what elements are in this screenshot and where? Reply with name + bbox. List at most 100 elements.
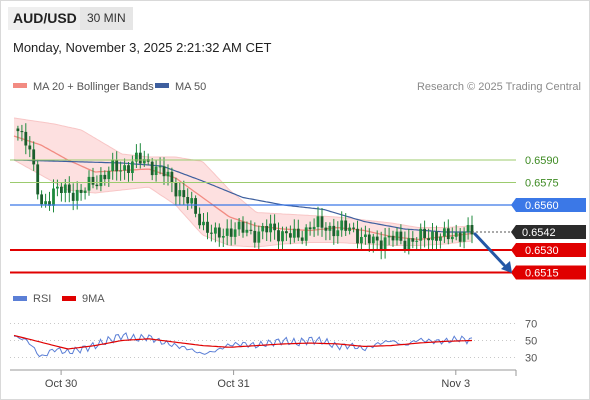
candle-body	[198, 213, 201, 226]
rsi-tick-label: 50	[525, 336, 537, 348]
candle-body	[257, 231, 261, 243]
bollinger-lower-line	[13, 159, 473, 248]
candle-body	[292, 228, 296, 238]
candle-body	[95, 184, 99, 187]
candle-body	[71, 192, 75, 201]
candle-body	[336, 230, 340, 237]
candle-body	[364, 234, 367, 237]
candle-body	[443, 228, 446, 237]
candle-body	[87, 176, 91, 191]
candle-body	[131, 161, 134, 173]
candle-body	[458, 232, 462, 242]
candle-body	[253, 230, 257, 243]
current-price-tag	[511, 225, 586, 239]
candle-body	[119, 170, 122, 172]
candle-body	[320, 216, 324, 228]
candle-body	[419, 228, 423, 241]
candle-body	[356, 228, 359, 244]
candle-body	[324, 227, 328, 231]
candle-body	[44, 201, 47, 205]
candle-body	[56, 186, 59, 189]
candle-body	[245, 229, 249, 233]
candle-body	[289, 233, 292, 238]
candle-body	[142, 159, 146, 164]
candle-body	[391, 235, 395, 241]
candle-body	[450, 236, 454, 240]
candle-body	[182, 190, 186, 198]
forecast-arrow-group	[473, 232, 512, 273]
candle-body	[99, 174, 103, 187]
instrument-label[interactable]: AUD/USD	[8, 7, 82, 30]
candle-body	[312, 226, 316, 230]
candle-body	[202, 221, 205, 226]
candle-body	[360, 237, 363, 244]
candle-body	[237, 221, 241, 230]
candle-body	[214, 227, 217, 234]
candle-body	[83, 190, 87, 193]
candle-body	[316, 216, 320, 227]
candle-body	[75, 189, 79, 201]
candle-body	[20, 131, 24, 133]
x-tick-label: Oct 31	[217, 378, 249, 390]
candle-body	[186, 197, 190, 204]
support-label: 0.6515	[525, 268, 559, 280]
candle-body	[28, 145, 32, 150]
candle-body	[435, 231, 438, 241]
candle-body	[470, 225, 474, 235]
candle-body	[344, 220, 348, 231]
support-tag	[511, 265, 586, 280]
candle-body	[375, 236, 379, 241]
candle-body	[16, 128, 20, 132]
candle-body	[454, 232, 458, 237]
candle-body	[217, 227, 221, 238]
candle-body	[48, 201, 51, 206]
candle-body	[111, 160, 115, 172]
candle-body	[249, 229, 253, 231]
ma50-legend-label: MA 50	[175, 81, 206, 93]
candle-body	[328, 225, 332, 231]
candle-body	[103, 174, 107, 180]
candle-body	[107, 171, 111, 180]
candle-body	[206, 221, 209, 233]
candle-body	[154, 166, 158, 175]
rsi-tick-label: 30	[525, 353, 537, 365]
timeframe-badge[interactable]: 30 MIN	[80, 7, 133, 30]
price-plot	[13, 117, 474, 260]
candle-body	[285, 231, 288, 234]
candle-body	[190, 198, 194, 204]
candle-body	[446, 228, 450, 240]
rsi-ma-legend-swatch	[62, 296, 76, 301]
ma50-legend-swatch	[155, 83, 169, 88]
candle-body	[79, 189, 83, 193]
candle-body	[411, 238, 415, 242]
candle-body	[352, 227, 355, 229]
rsi-legend-label: RSI	[33, 293, 51, 305]
resistance-label: 0.6575	[525, 178, 559, 190]
candle-body	[138, 152, 142, 164]
x-tick-label: Nov 3	[441, 378, 470, 390]
x-axis-ticks: Oct 30 Oct 31 Nov 3	[45, 370, 470, 390]
resistance-label: 0.6590	[525, 155, 559, 167]
candle-body	[210, 232, 213, 234]
ma50-line	[13, 159, 472, 233]
candle-body	[194, 198, 197, 214]
rsi-ma-line	[13, 334, 473, 350]
x-tick-label: Oct 30	[45, 378, 77, 390]
candle-body	[32, 149, 36, 165]
candle-body	[277, 230, 280, 242]
candle-body	[340, 220, 344, 231]
candle-body	[158, 166, 162, 168]
candle-body	[127, 165, 130, 173]
candle-body	[415, 240, 419, 242]
candle-body	[24, 131, 28, 146]
candle-body	[52, 188, 55, 206]
ma20-legend-label: MA 20 + Bollinger Bands	[33, 81, 154, 93]
candle-body	[273, 223, 276, 231]
candle-body	[135, 152, 138, 162]
candle-body	[332, 225, 336, 237]
candle-body	[241, 221, 245, 233]
pivot-label: 0.6560	[525, 200, 559, 212]
candle-body	[379, 240, 383, 250]
candle-body	[40, 194, 43, 205]
